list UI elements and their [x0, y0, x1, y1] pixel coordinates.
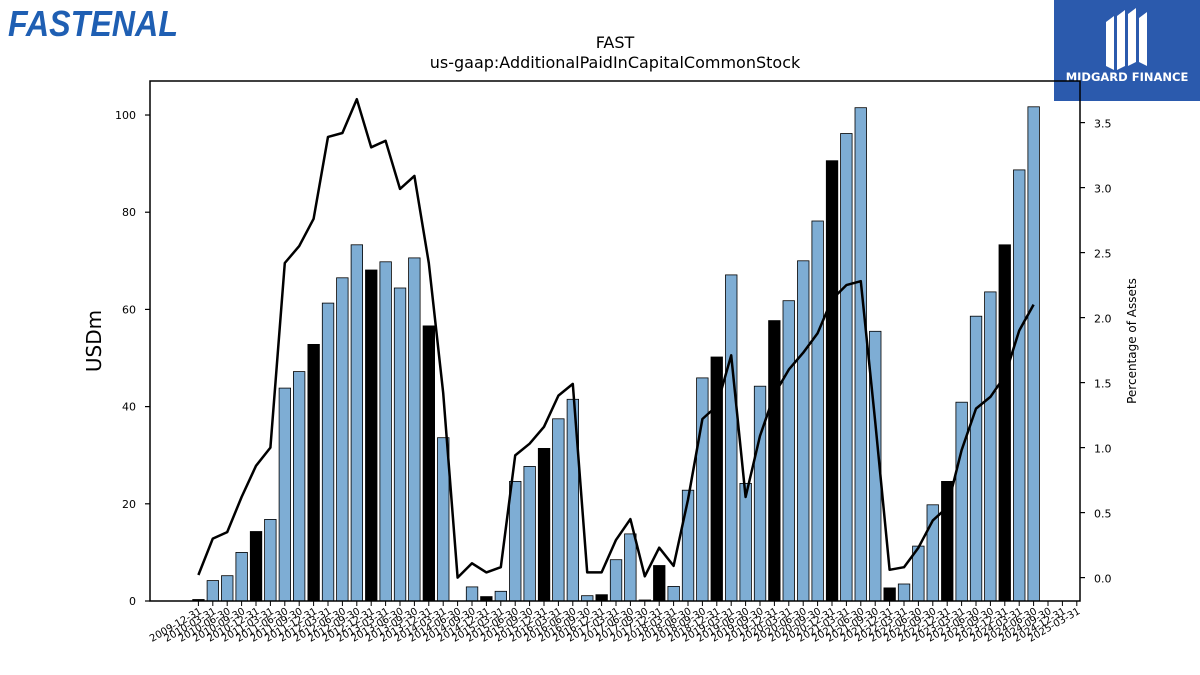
chart-subtitle: us-gaap:AdditionalPaidInCapitalCommonSto…: [429, 53, 801, 72]
plot-frame: [149, 80, 1081, 602]
bar-2015-03-31: [494, 590, 508, 602]
fastenal-logo: FASTENAL: [6, 3, 186, 44]
y2-tick-label: 0.0: [1094, 573, 1112, 586]
bar-2015-12-31: [537, 447, 551, 602]
bar-2014-09-30: [465, 586, 479, 602]
svg-text:MIDGARD FINANCE: MIDGARD FINANCE: [1066, 70, 1189, 84]
bar-2016-09-30: [581, 595, 594, 602]
bar-2016-03-31: [552, 418, 565, 602]
bar-2010-06-30: [221, 575, 234, 602]
bar-2020-03-31: [782, 300, 795, 602]
y-axis-label: USDm: [82, 310, 106, 372]
midgard-finance-logo: MIDGARD FINANCE: [1054, 0, 1200, 101]
bar-2012-12-31: [365, 269, 378, 602]
x-axis: 2009-12-312010-03-312010-06-302010-09-30…: [148, 601, 1082, 645]
chart-title: FAST: [595, 33, 635, 52]
bar-2013-12-31: [422, 325, 436, 602]
y-tick-label: 80: [122, 206, 136, 219]
bar-2012-09-30: [350, 244, 364, 602]
bar-2015-06-30: [509, 480, 522, 602]
bar-2017-06-30: [624, 533, 637, 602]
y-tick-label: 100: [115, 109, 136, 122]
bar-2011-03-31: [264, 519, 277, 602]
bar-2019-06-30: [739, 482, 752, 602]
bar-2015-09-30: [523, 465, 536, 602]
bar-2013-06-30: [393, 287, 407, 602]
bar-2014-03-31: [437, 437, 450, 602]
y2-tick-label: 2.0: [1094, 313, 1112, 326]
bar-2017-03-31: [609, 559, 623, 602]
y-tick-label: 20: [122, 498, 136, 511]
bar-2023-12-31: [998, 244, 1011, 602]
bar-series: [192, 106, 1040, 602]
y2-tick-label: 3.0: [1094, 183, 1112, 196]
bar-2017-12-31: [653, 565, 666, 602]
bar-2021-06-30: [854, 107, 867, 602]
bar-2012-03-31: [321, 302, 335, 602]
y2-tick-label: 1.0: [1094, 443, 1112, 456]
y-axis-left: 0 20 40 60 80 100: [115, 109, 150, 608]
bar-2010-09-30: [235, 552, 248, 602]
percentage-line: [197, 97, 1035, 579]
bar-2013-09-30: [408, 257, 421, 602]
bar-2020-12-31: [825, 160, 839, 602]
bar-2022-12-31: [941, 480, 954, 602]
midgard-emblem-icon: [1106, 8, 1147, 70]
bar-2010-12-31: [249, 531, 263, 602]
bar-2023-03-31: [955, 401, 968, 602]
bar-2024-03-31: [1013, 169, 1026, 602]
y2-tick-label: 2.5: [1094, 248, 1112, 261]
y2-axis-label: Percentage of Assets: [1125, 278, 1139, 404]
bar-2023-09-30: [984, 291, 997, 602]
bar-2019-09-30: [753, 385, 767, 602]
y-tick-label: 60: [122, 303, 136, 316]
bar-2021-12-31: [883, 587, 896, 602]
y2-tick-label: 3.5: [1094, 118, 1112, 131]
y-tick-label: 40: [122, 401, 136, 414]
svg-text:FASTENAL: FASTENAL: [8, 4, 178, 44]
bar-2010-03-31: [206, 580, 220, 602]
bar-2023-06-30: [969, 315, 983, 602]
bar-2012-06-30: [336, 277, 349, 602]
y-tick-label: 0: [129, 595, 136, 608]
bar-2021-03-31: [840, 133, 853, 602]
bar-2022-03-31: [897, 583, 911, 602]
bar-2019-12-31: [768, 320, 781, 602]
bar-2018-09-30: [696, 377, 709, 602]
bar-2024-06-30: [1027, 106, 1040, 602]
bar-2018-06-30: [681, 489, 695, 602]
bar-2020-09-30: [811, 220, 824, 602]
bar-2013-03-31: [379, 261, 392, 602]
bar-2018-03-31: [667, 586, 680, 602]
bar-2011-06-30: [278, 387, 292, 602]
y2-tick-label: 1.5: [1094, 378, 1112, 391]
y-axis-right: 0.0 0.5 1.0 1.5 2.0 2.5 3.0 3.5: [1080, 118, 1112, 586]
bar-2019-03-31: [725, 274, 738, 602]
bar-2020-06-30: [797, 260, 810, 602]
bar-2011-09-30: [292, 371, 306, 602]
y2-tick-label: 0.5: [1094, 508, 1112, 521]
bar-2016-12-31: [595, 594, 608, 602]
bar-2011-12-31: [307, 343, 320, 602]
